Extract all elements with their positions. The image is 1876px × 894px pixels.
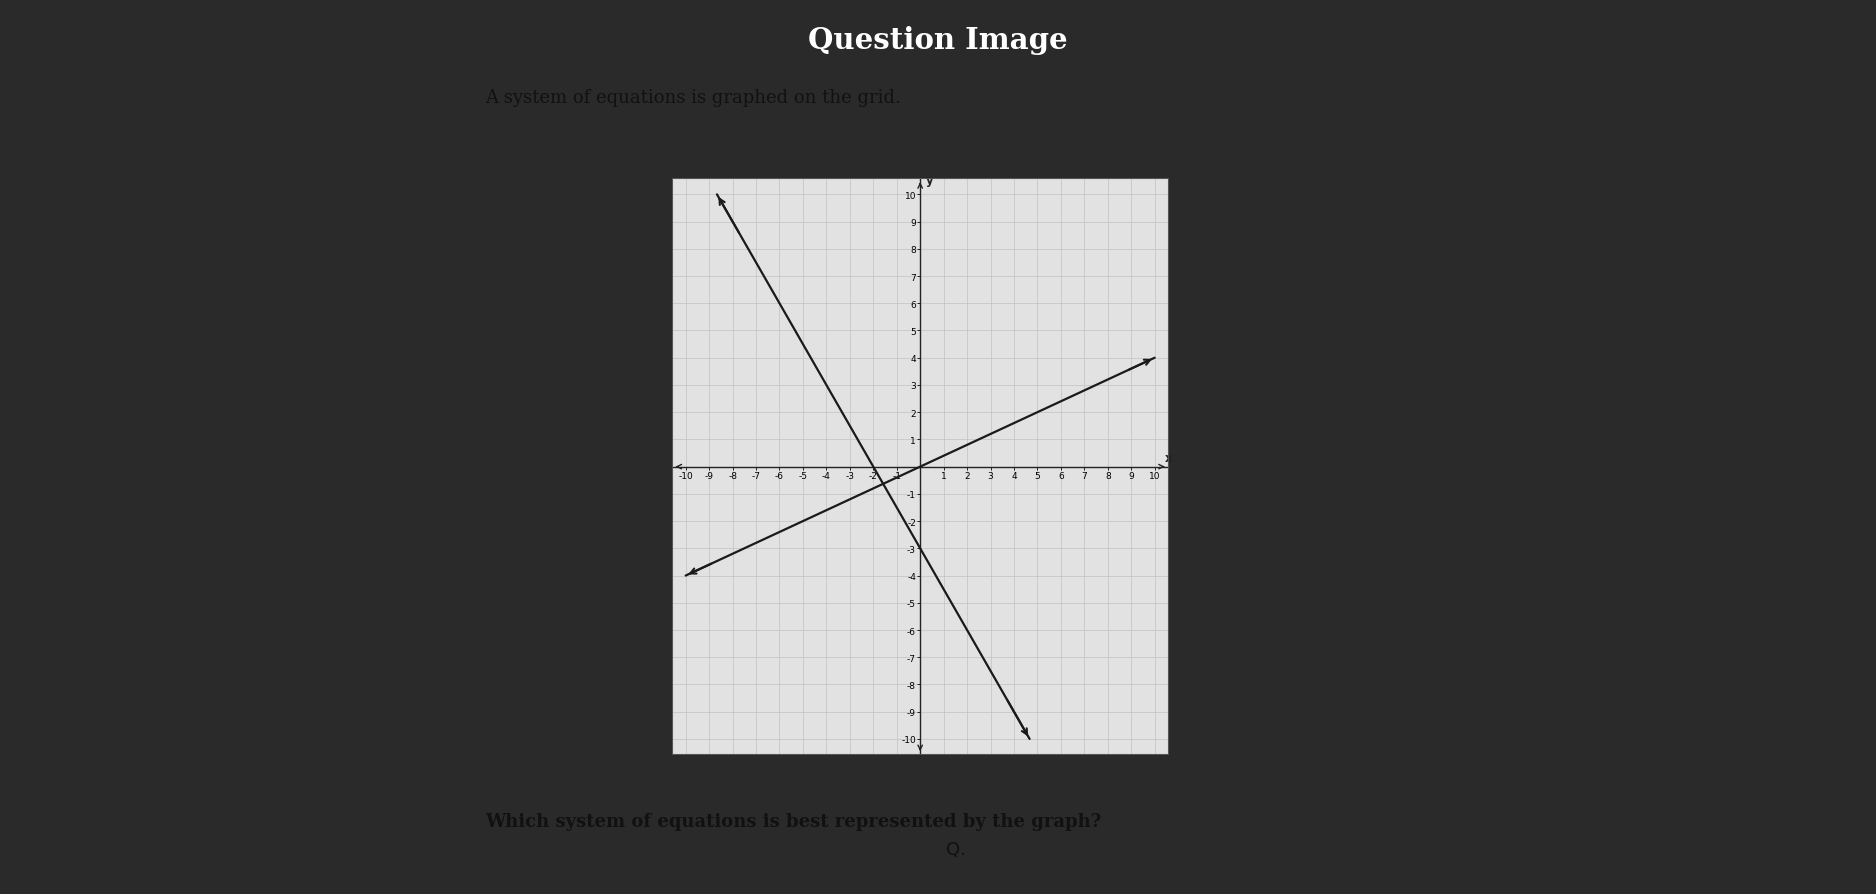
Text: x: x <box>1165 451 1172 464</box>
Text: Question Image: Question Image <box>809 26 1067 55</box>
Text: A system of equations is graphed on the grid.: A system of equations is graphed on the … <box>486 89 900 107</box>
Text: y: y <box>925 173 934 187</box>
Text: Which system of equations is best represented by the graph?: Which system of equations is best repres… <box>486 812 1101 830</box>
Text: Q.: Q. <box>946 839 966 857</box>
